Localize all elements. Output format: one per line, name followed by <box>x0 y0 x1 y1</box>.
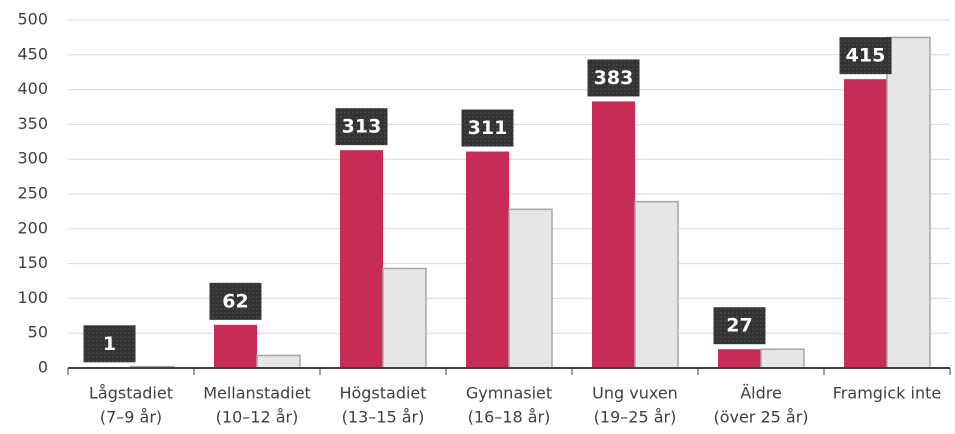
value-label: 415 <box>846 45 886 67</box>
x-tick-label: Högstadiet <box>339 384 426 403</box>
x-tick-label: Ung vuxen <box>592 384 678 403</box>
value-label-box <box>209 282 262 320</box>
x-tick-label: (7–9 år) <box>100 408 162 427</box>
bar <box>718 349 761 368</box>
bar <box>760 348 805 369</box>
y-tick-label: 100 <box>17 288 48 307</box>
y-tick-label: 450 <box>17 44 48 63</box>
value-label-box <box>713 307 766 345</box>
bar <box>466 151 509 368</box>
x-tick-label: (19–25 år) <box>594 408 677 427</box>
bar <box>844 79 887 368</box>
x-tick-label: Gymnasiet <box>466 384 552 403</box>
value-label: 1 <box>103 333 116 355</box>
value-label-box <box>335 108 388 146</box>
value-label: 383 <box>594 67 634 89</box>
y-tick-label: 200 <box>17 218 48 237</box>
bar <box>340 150 383 368</box>
y-tick-label: 400 <box>17 79 48 98</box>
y-tick-label: 50 <box>28 323 48 342</box>
value-label: 311 <box>468 117 508 139</box>
y-tick-label: 250 <box>17 184 48 203</box>
x-tick-label: (över 25 år) <box>713 408 808 427</box>
bar <box>592 101 635 368</box>
y-tick-label: 300 <box>17 149 48 168</box>
value-label: 313 <box>342 116 382 138</box>
bar <box>214 324 257 368</box>
y-tick-label: 0 <box>38 358 48 377</box>
bar <box>634 200 679 369</box>
x-tick-label: (10–12 år) <box>216 408 299 427</box>
bar <box>256 354 301 369</box>
x-tick-label: Mellanstadiet <box>203 384 311 403</box>
x-tick-label: Äldre <box>740 384 782 403</box>
bar <box>886 36 931 369</box>
bar <box>382 267 427 369</box>
x-tick-label: Lågstadiet <box>89 384 173 403</box>
x-tick-label: (13–15 år) <box>342 408 425 427</box>
value-label-box <box>587 59 640 97</box>
y-tick-label: 500 <box>17 10 48 29</box>
y-tick-label: 350 <box>17 114 48 133</box>
value-label-box <box>83 325 136 363</box>
x-tick-label: Framgick inte <box>833 384 941 403</box>
value-label: 62 <box>222 290 248 312</box>
value-label: 27 <box>726 315 752 337</box>
value-label-box <box>461 109 514 147</box>
value-label-box <box>839 37 892 75</box>
y-tick-label: 150 <box>17 253 48 272</box>
bar <box>508 208 553 369</box>
x-tick-label: (16–18 år) <box>468 408 551 427</box>
